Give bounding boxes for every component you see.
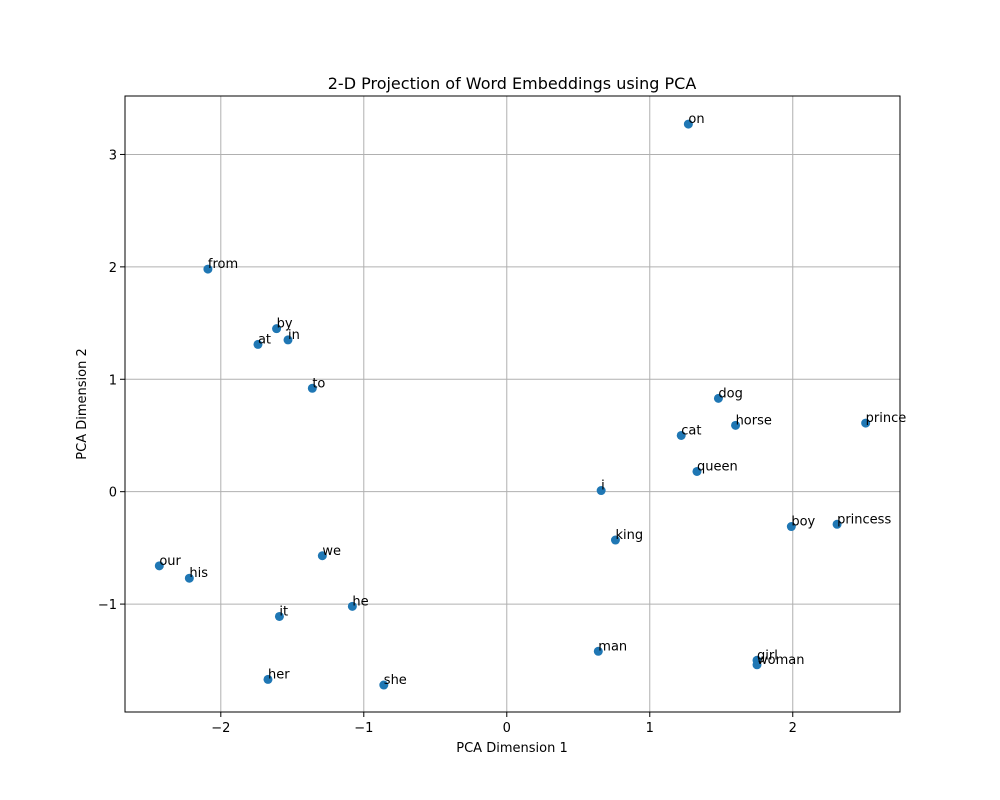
point-i xyxy=(596,486,606,496)
point-cat xyxy=(676,430,686,440)
point-her xyxy=(263,674,273,684)
point-at xyxy=(253,339,263,349)
point-woman xyxy=(752,660,762,670)
point-label-queen: queen xyxy=(697,459,738,474)
y-tick-label: 3 xyxy=(109,148,117,163)
x-tick-label: 1 xyxy=(646,721,654,736)
point-label-he: he xyxy=(352,594,368,609)
point-prince xyxy=(861,418,871,428)
point-label-in: in xyxy=(288,328,300,343)
axis-ticks: −2 −1 0 1 2 −1 0 1 2 3 xyxy=(98,148,797,736)
point-label-she: she xyxy=(384,673,407,688)
x-axis-label: PCA Dimension 1 xyxy=(456,741,567,756)
point-label-boy: boy xyxy=(791,515,815,530)
point-it xyxy=(274,611,284,621)
point-he xyxy=(347,601,357,611)
point-to xyxy=(307,383,317,393)
grid-lines xyxy=(125,96,900,712)
x-tick-label: 0 xyxy=(503,721,511,736)
y-tick-label: 0 xyxy=(109,486,117,501)
point-label-on: on xyxy=(688,112,704,127)
point-label-from: from xyxy=(208,257,238,272)
point-label-by: by xyxy=(277,317,293,332)
point-label-prince: prince xyxy=(866,411,907,426)
point-label-our: our xyxy=(159,554,181,569)
x-tick-label: 2 xyxy=(789,721,797,736)
point-princess xyxy=(832,519,842,529)
y-tick-label: 1 xyxy=(109,373,117,388)
y-tick-label: −1 xyxy=(98,598,117,613)
chart-title: 2-D Projection of Word Embeddings using … xyxy=(328,74,697,93)
point-horse xyxy=(731,420,741,430)
point-label-princess: princess xyxy=(837,512,891,527)
point-label-to: to xyxy=(312,376,325,391)
point-his xyxy=(184,573,194,583)
point-she xyxy=(379,680,389,690)
point-label-woman: woman xyxy=(757,653,804,668)
point-label-cat: cat xyxy=(681,423,701,438)
point-label-girl: girl xyxy=(757,648,778,663)
y-tick-label: 2 xyxy=(109,261,117,276)
point-from xyxy=(203,264,213,274)
point-label-king: king xyxy=(615,528,643,543)
point-king xyxy=(610,535,620,545)
point-label-dog: dog xyxy=(718,386,742,401)
point-on xyxy=(683,119,693,129)
plot-frame xyxy=(124,95,901,713)
point-label-i: i xyxy=(601,479,605,494)
point-label-we: we xyxy=(322,544,341,559)
x-tick-label: −1 xyxy=(354,721,373,736)
point-label-it: it xyxy=(279,604,288,619)
point-label-his: his xyxy=(189,566,208,581)
point-dog xyxy=(713,393,723,403)
point-boy xyxy=(786,522,796,532)
point-in xyxy=(283,335,293,345)
point-we xyxy=(317,551,327,561)
point-queen xyxy=(692,466,702,476)
point-our xyxy=(154,561,164,571)
x-tick-label: −2 xyxy=(211,721,230,736)
point-man xyxy=(593,646,603,656)
y-axis-label: PCA Dimension 2 xyxy=(75,348,90,459)
point-label-her: her xyxy=(268,667,290,682)
point-label-man: man xyxy=(598,639,627,654)
point-label-at: at xyxy=(258,332,271,347)
point-label-horse: horse xyxy=(736,413,772,428)
point-by xyxy=(272,324,282,334)
data-points xyxy=(154,119,871,690)
